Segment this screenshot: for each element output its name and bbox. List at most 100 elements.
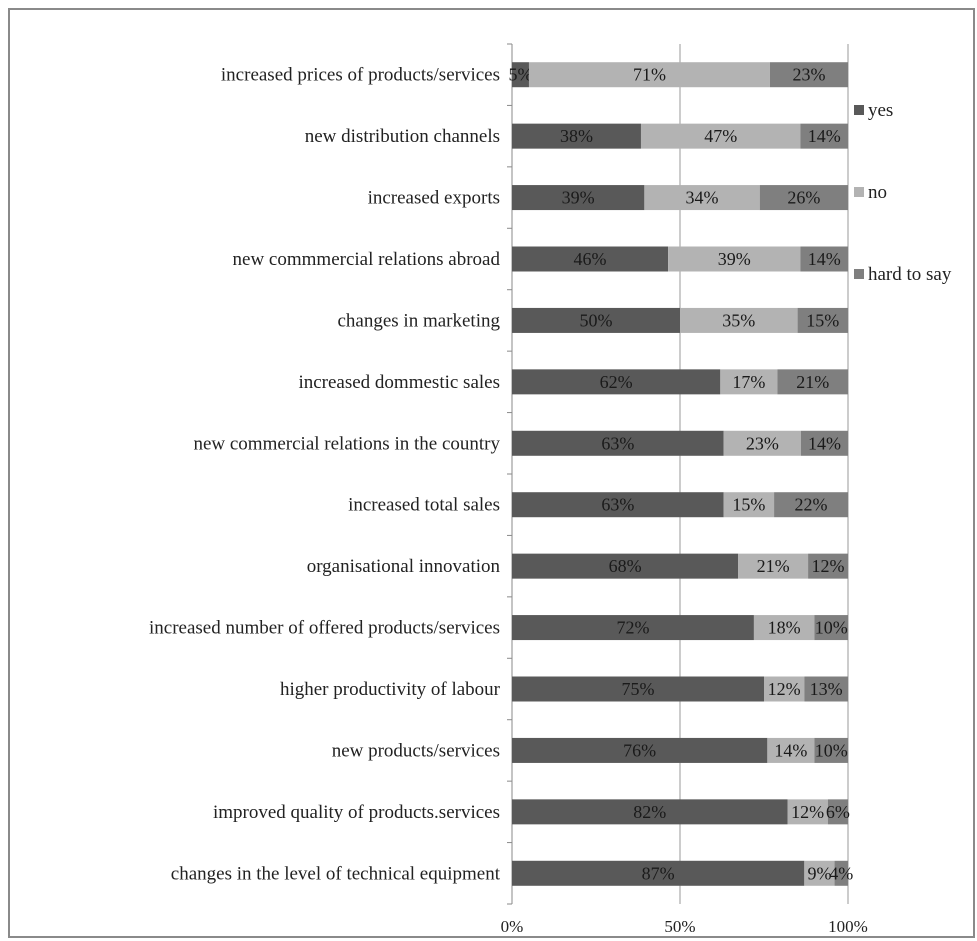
bar-segment-yes: [512, 553, 739, 579]
data-label: 18%: [768, 618, 801, 638]
data-label: 14%: [808, 126, 841, 146]
category-label: increased total sales: [348, 495, 500, 516]
data-label: 23%: [746, 433, 779, 453]
stacked-bar-chart: increased prices of products/services 5% 7…: [149, 43, 952, 936]
bar-segment-yes: [512, 246, 669, 272]
data-label: 76%: [623, 740, 656, 760]
data-label: 12%: [768, 679, 801, 699]
legend-swatch-hard-to-say: [854, 269, 864, 279]
bar-segment-yes: [512, 860, 805, 886]
bar-segment-no: [804, 860, 835, 886]
data-label: 15%: [732, 495, 765, 515]
bar-segment-hard-to-say: [814, 615, 848, 641]
category-label: higher productivity of labour: [280, 679, 501, 700]
bar-segment-no: [680, 307, 798, 333]
bar-segment-hard-to-say: [759, 185, 848, 211]
data-label: 72%: [616, 618, 649, 638]
bar-segment-hard-to-say: [814, 737, 848, 763]
data-label: 5%: [508, 65, 532, 85]
bar-segment-yes: [512, 492, 724, 518]
data-label: 12%: [791, 802, 824, 822]
data-label: 38%: [560, 126, 593, 146]
bar-segment-yes: [512, 185, 645, 211]
data-label: 17%: [732, 372, 765, 392]
data-label: 35%: [722, 310, 755, 330]
data-label: 82%: [633, 802, 666, 822]
category-label: increased dommestic sales: [298, 372, 500, 393]
data-label: 14%: [808, 249, 841, 269]
data-label: 6%: [826, 802, 850, 822]
category-label: increased number of offered products/ser…: [149, 618, 500, 639]
legend-label: no: [868, 182, 887, 203]
bar-segment-no: [720, 369, 778, 395]
bar-segment-yes: [512, 799, 788, 825]
category-label: organisational innovation: [307, 556, 501, 577]
legend-swatch-yes: [854, 105, 864, 115]
bar-segment-yes: [512, 62, 529, 88]
data-label: 39%: [718, 249, 751, 269]
bar-segment-hard-to-say: [800, 123, 848, 149]
data-label: 14%: [808, 433, 841, 453]
data-label: 63%: [601, 495, 634, 515]
bar-segment-hard-to-say: [769, 62, 848, 88]
data-label: 68%: [609, 556, 642, 576]
category-label: improved quality of products.services: [213, 802, 500, 823]
data-label: 21%: [796, 372, 829, 392]
data-label: 75%: [622, 679, 655, 699]
data-label: 13%: [810, 679, 843, 699]
legend-swatch-no: [854, 187, 864, 197]
data-label: 9%: [807, 863, 831, 883]
category-label: new commmercial relations abroad: [233, 249, 501, 270]
bar-segment-yes: [512, 307, 680, 333]
data-label: 10%: [815, 740, 848, 760]
data-label: 63%: [601, 433, 634, 453]
bar-segment-hard-to-say: [800, 430, 848, 456]
category-label: new products/services: [332, 740, 500, 761]
data-label: 87%: [642, 863, 675, 883]
data-label: 23%: [792, 65, 825, 85]
category-label: increased prices of products/services: [221, 65, 500, 86]
data-label: 34%: [686, 188, 719, 208]
category-label: new commercial relations in the country: [193, 433, 500, 454]
bar-segment-no: [764, 676, 805, 702]
data-label: 10%: [815, 618, 848, 638]
category-label: new distribution channels: [305, 126, 500, 147]
bar-segment-yes: [512, 737, 768, 763]
bar-segment-no: [528, 62, 770, 88]
x-tick-label: 0%: [501, 917, 524, 936]
bar-segment-no: [640, 123, 801, 149]
legend-label: hard to say: [868, 264, 952, 285]
bar-segment-yes: [512, 369, 721, 395]
data-label: 15%: [806, 310, 839, 330]
bar-segment-yes: [512, 430, 724, 456]
data-label: 4%: [829, 863, 853, 883]
bar-segment-yes: [512, 123, 641, 149]
data-label: 50%: [580, 310, 613, 330]
legend-label: yes: [868, 100, 893, 121]
data-label: 39%: [562, 188, 595, 208]
bar-segment-hard-to-say: [804, 676, 848, 702]
data-label: 22%: [795, 495, 828, 515]
category-label: changes in the level of technical equipm…: [171, 863, 501, 884]
data-label: 71%: [633, 65, 666, 85]
bar-segment-yes: [512, 615, 754, 641]
bar-segment-hard-to-say: [834, 860, 848, 886]
bar-segment-no: [668, 246, 801, 272]
data-label: 12%: [812, 556, 845, 576]
data-label: 14%: [774, 740, 807, 760]
category-label: changes in marketing: [337, 310, 500, 331]
bar-segment-hard-to-say: [800, 246, 848, 272]
bar-segment-hard-to-say: [797, 307, 848, 333]
bar-segment-no: [767, 737, 815, 763]
bar-segment-yes: [512, 676, 764, 702]
bar-segment-no: [723, 492, 775, 518]
data-label: 26%: [787, 188, 820, 208]
bar-segment-no: [753, 615, 815, 641]
chart-frame: increased prices of products/services 5% 7…: [8, 8, 975, 938]
category-label: increased exports: [368, 188, 500, 209]
bar-segment-hard-to-say: [774, 492, 848, 518]
x-tick-label: 100%: [828, 917, 868, 936]
x-tick-label: 50%: [664, 917, 695, 936]
data-label: 62%: [600, 372, 633, 392]
data-label: 47%: [704, 126, 737, 146]
